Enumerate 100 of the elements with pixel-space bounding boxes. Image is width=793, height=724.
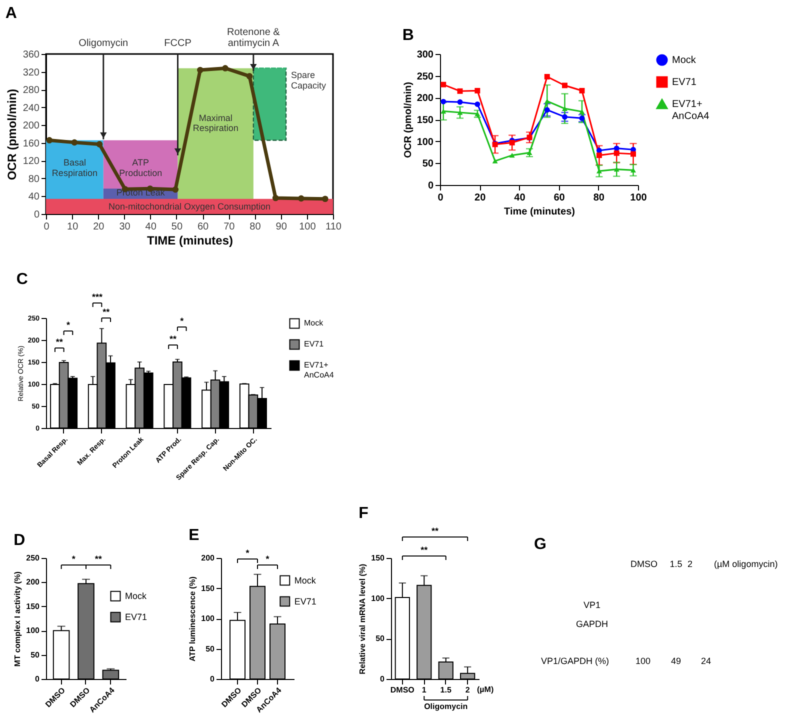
y-tick-label: 200 <box>22 120 40 132</box>
series-label: Basal Respiration <box>52 158 98 178</box>
data-label: 24 <box>700 656 712 666</box>
text: (µM oligomycin) <box>714 559 778 569</box>
x-tick-label: DMSO <box>390 686 414 694</box>
chart-title: A <box>5 5 18 22</box>
y-axis-title: Relative viral mRNA level (%) <box>358 563 368 674</box>
y-tick-label: 240 <box>22 102 40 114</box>
x-tick-label: 90 <box>276 222 288 232</box>
annotation: * <box>180 316 184 326</box>
legend-label: Mock <box>294 575 316 586</box>
y-tick-label: 100 <box>371 594 386 603</box>
series-label: Spare Capacity <box>291 70 327 91</box>
y-tick-label: 0 <box>210 674 216 684</box>
x-tick-label: 60 <box>197 222 210 232</box>
x-tick-label: 70 <box>224 222 236 232</box>
y-tick-label: 250 <box>416 71 434 82</box>
y-tick-label: 150 <box>416 115 434 126</box>
y-tick-label: 100 <box>416 136 434 148</box>
annotation: Oligomycin <box>78 38 128 49</box>
x-tick-label: 0 <box>44 222 50 232</box>
text: (µM) <box>477 685 494 694</box>
y-tick-label: 250 <box>26 554 40 562</box>
category-label: 1.5 <box>670 559 682 569</box>
legend-label: EV71+ AnCoA4 <box>672 99 710 122</box>
x-tick-label: 40 <box>514 192 526 204</box>
x-tick-label: 60 <box>554 192 566 204</box>
text: ** <box>420 545 428 555</box>
y-tick-label: 200 <box>26 578 40 587</box>
text: GAPDH <box>576 619 608 629</box>
legend-label: EV71 <box>125 612 148 622</box>
annotation: ** <box>170 334 178 344</box>
annotation: ** <box>56 337 64 347</box>
text: G <box>534 536 546 553</box>
annotation: * <box>266 554 270 564</box>
legend-label: Mock <box>304 318 324 328</box>
text: *** <box>92 292 104 302</box>
category-label: DMSO <box>630 559 658 569</box>
x-tick-label: 20 <box>474 192 486 204</box>
text: Oligomycin <box>424 702 468 711</box>
annotation: Rotenone & antimycin A <box>227 27 280 49</box>
chart-title: E <box>188 527 200 544</box>
band-label: Non-mitochondrial Oxygen Consumption <box>108 201 271 212</box>
x-tick-label: 10 <box>67 222 79 232</box>
x-tick-label: 50 <box>171 222 183 232</box>
legend-label: EV71 <box>672 77 697 88</box>
x-tick-label: 110 <box>326 222 342 232</box>
x-tick-label: 0 <box>438 192 444 204</box>
y-tick-label: 0 <box>380 674 386 684</box>
text: VP1 <box>583 600 601 610</box>
y-tick-label: 80 <box>28 174 40 185</box>
legend-label: Mock <box>672 55 697 66</box>
y-tick-label: 50 <box>376 634 386 644</box>
data-label: 49 <box>670 656 682 666</box>
x-tick-label: 20 <box>93 222 105 232</box>
x-axis-title: Time (minutes) <box>504 206 575 218</box>
data-label: 100 <box>635 656 651 666</box>
text: ** <box>431 526 439 536</box>
x-tick-label: 100 <box>630 192 648 204</box>
y-tick-label: 320 <box>22 67 40 78</box>
y-tick-label: 160 <box>22 138 40 150</box>
annotation: * <box>72 554 76 564</box>
x-tick-label: 2 <box>465 686 470 694</box>
x-tick-label: 80 <box>250 222 262 232</box>
category-label: 2 <box>687 559 693 569</box>
series-label: Maximal Respiration <box>192 112 238 134</box>
series-label: ATP Production <box>119 158 162 178</box>
legend-label: Mock <box>125 591 147 602</box>
y-tick-label: 200 <box>416 93 434 104</box>
annotation: ** <box>94 554 102 564</box>
x-tick-label: 30 <box>119 222 131 232</box>
legend-label: EV71 <box>304 340 324 348</box>
y-tick-label: 0 <box>35 674 40 684</box>
y-tick-label: 50 <box>206 644 216 654</box>
y-axis-title: OCR (pmol/min) <box>4 88 19 180</box>
y-tick-label: 300 <box>416 50 434 60</box>
y-axis-title: OCR (pmol/min) <box>402 82 414 158</box>
x-tick-label: 100 <box>299 222 316 232</box>
x-tick-label: 1 <box>422 686 427 694</box>
chart-title: D <box>14 532 26 549</box>
annotation: FCCP <box>164 38 192 49</box>
x-tick-label: 1.5 <box>440 686 452 694</box>
y-axis-title: MT complex I activity (%) <box>13 571 22 667</box>
y-tick-label: 150 <box>26 602 40 611</box>
text: VP1/GAPDH (%) <box>540 656 610 666</box>
x-tick-label: 80 <box>593 192 605 204</box>
text: ** <box>102 307 110 317</box>
y-tick-label: 50 <box>422 158 434 170</box>
y-tick-label: 280 <box>22 85 40 96</box>
y-tick-label: 150 <box>201 584 216 593</box>
y-tick-label: 360 <box>22 50 40 60</box>
y-tick-label: 120 <box>22 156 40 168</box>
y-tick-label: 0 <box>34 210 40 220</box>
annotation: * <box>66 320 70 330</box>
y-tick-label: 200 <box>201 554 216 562</box>
chart-title: C <box>16 271 28 288</box>
y-tick-label: 0 <box>428 180 434 192</box>
text: * <box>246 548 250 558</box>
y-tick-label: 150 <box>371 554 386 562</box>
legend-label: EV71+ AnCoA4 <box>304 360 334 380</box>
